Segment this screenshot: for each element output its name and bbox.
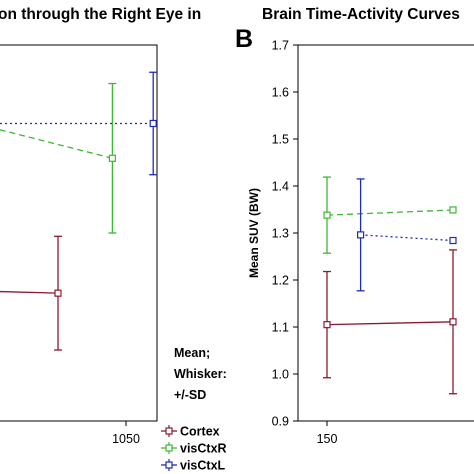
legend-visctxl-marker [165, 461, 173, 469]
panel-a-cortex-point [54, 289, 62, 297]
panel-b-y-tick-label: 1.5 [272, 133, 289, 147]
panel-b-visctxr-point [449, 206, 457, 214]
panel-b-cortex-point [449, 318, 457, 326]
panel-a-plot: 1050 [0, 71, 158, 446]
legend-note-mean: Mean; [174, 346, 210, 360]
panel-b-y-tick-label: 1.0 [272, 368, 289, 382]
panel-b-y-tick-label: 1.7 [272, 39, 289, 53]
legend-visctxl-label: visCtxL [180, 459, 226, 473]
legend-cortex-label: Cortex [180, 425, 220, 439]
panel-b-label: B [235, 25, 253, 53]
panel-a-cortex-line [0, 290, 59, 294]
panel-b-plot: 1.7 1.6 1.5 1.4 1.3 1.2 1.1 1.0 0.9 150 [272, 39, 457, 446]
panel-b-y-tick-label: 1.1 [272, 321, 289, 335]
panel-b-y-tick-label: 1.3 [272, 227, 289, 241]
panel-a-plot-frame [0, 44, 158, 422]
panel-b-plot-frame [297, 44, 474, 422]
panel-b-cortex-line [326, 321, 454, 326]
panel-b-y-tick-label: 1.2 [272, 274, 289, 288]
legend-visctxr-label: visCtxR [180, 442, 227, 456]
panel-b-y-tick-label: 1.6 [272, 86, 289, 100]
panel-a-visctxr-line [0, 129, 113, 159]
panel-b-visctxl-point [357, 231, 365, 239]
panel-a-x-tick-label: 1050 [112, 432, 140, 446]
panel-a-visctxl-point [149, 119, 157, 128]
panel-b-visctxr-line [326, 209, 454, 216]
panel-b-y-tick-label: 1.4 [272, 180, 289, 194]
panel-b-cortex-point [323, 321, 331, 329]
legend-note-whisker: Whisker: [174, 367, 227, 381]
panel-b-y-tick-label: 0.9 [272, 415, 289, 429]
legend: Mean; Whisker: +/-SD Cortex visCtxR visCtx… [161, 346, 227, 473]
legend-items: Cortex visCtxR visCtxL [161, 425, 227, 473]
panel-b-visctxl-point [449, 236, 457, 245]
legend-visctxr-marker [165, 444, 173, 452]
panel-b-visctxr-point [323, 211, 331, 219]
legend-cortex-marker [165, 427, 173, 435]
panel-a-title: on through the Right Eye in [0, 6, 201, 23]
panel-b-title: Brain Time-Activity Curves [262, 6, 460, 23]
panel-b-y-axis-label: Mean SUV (BW) [247, 188, 261, 278]
panel-a-visctxr-point [108, 154, 117, 162]
panel-b-x-tick-label: 150 [317, 432, 338, 446]
legend-note-sd: +/-SD [174, 388, 206, 402]
panel-b-visctxl-line [360, 234, 454, 242]
